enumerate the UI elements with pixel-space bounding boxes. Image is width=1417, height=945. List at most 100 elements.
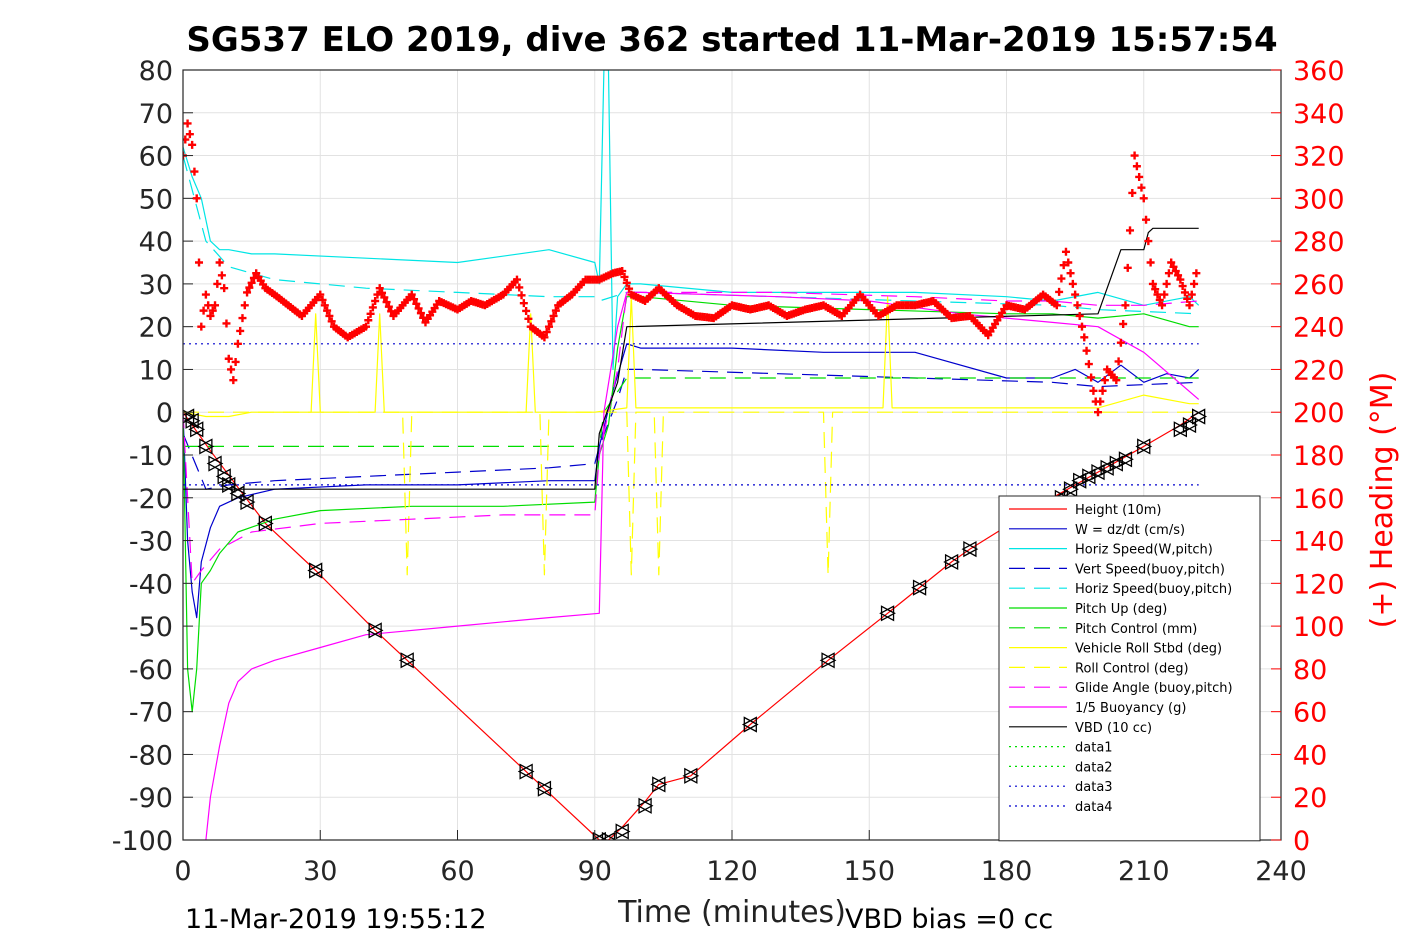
depth-marker-left [215,468,231,485]
heading-point [1148,279,1157,288]
heading-point [1098,386,1107,395]
heading-point [368,303,377,312]
legend-label-w-dz-dt-cm-s: W = dz/dt (cm/s) [1075,523,1185,538]
depth-marker [1089,464,1107,481]
depth-marker-left [1089,464,1105,481]
heading-point [229,376,238,385]
heading-point [243,288,252,297]
depth-marker-left [366,622,382,639]
y2-tick-label: 20 [1293,783,1327,814]
depth-marker-left [819,652,835,669]
depth-marker-left [1098,459,1114,476]
heading-point [1084,360,1093,369]
heading-point [220,284,229,293]
depth-marker [911,579,928,596]
series-vert-speed-buoy-pitch [183,368,1199,490]
y2-tick-label: 260 [1293,270,1345,301]
depth-marker [613,823,631,840]
heading-point [217,271,226,280]
depth-marker-left [961,541,977,558]
heading-point [412,299,421,308]
legend-label-pitch-control-mm: Pitch Control (mm) [1075,622,1197,637]
y-tick-label: 70 [139,99,173,130]
series-horiz-speed-w-pitch [183,70,1200,370]
heading-point [1116,338,1125,347]
heading-point [1087,373,1096,382]
heading-point [362,322,370,331]
heading-point [1144,237,1153,246]
heading-point [1178,282,1187,291]
heading-point [1082,346,1091,355]
y2-tick-label: 220 [1293,355,1345,386]
legend: Height (10m) W = dz/dt (cm/s) Horiz Speed(… [998,495,1261,842]
heading-point [1153,290,1162,299]
depth-marker-left [911,579,927,596]
depth-marker [188,421,206,438]
heading-point [1139,194,1148,203]
y2-tick-label: 320 [1293,142,1345,173]
depth-marker-left [682,767,698,784]
heading-point [188,140,197,149]
heading-point [540,333,549,342]
heading-point [1073,301,1082,310]
y-tick-label: -20 [129,484,173,515]
heading-point [1167,258,1176,267]
heading-point [224,354,233,363]
heading-point [215,258,224,267]
legend-label-pitch-up-deg: Pitch Up (deg) [1075,602,1167,617]
heading-point [542,328,551,337]
depth-marker-left [1107,455,1123,472]
legend-label-data3: data3 [1075,780,1113,795]
heading-point [1142,215,1151,224]
depth-marker-left [1062,481,1078,498]
heading-point [240,301,249,310]
x-tick-label: 90 [578,856,612,887]
heading-point [1164,269,1173,278]
x-tick-label: 210 [1118,856,1170,887]
heading-point [233,339,242,348]
heading-point [316,290,325,299]
footer-vbd-bias: VBD bias =0 cc [845,904,1053,935]
depth-marker [517,763,535,780]
depth-marker [682,767,700,784]
plot-area [183,70,1208,840]
depth-marker-left [636,797,652,814]
heading-point [1094,408,1102,417]
heading-point [1077,322,1086,331]
legend-label-height-10m: Height (10m) [1075,503,1161,518]
heading-point [1114,357,1123,366]
y2-tick-label: 160 [1293,484,1345,515]
heading-point [1183,294,1192,303]
depth-marker-left [183,412,199,429]
heading-point [1176,275,1185,284]
depth-marker-left [1071,472,1087,489]
heading-point [1055,287,1064,296]
depth-marker [636,797,654,814]
heading-point [208,306,217,315]
legend-label-vert-speed-buoy-pitch: Vert Speed(buoy,pitch) [1075,562,1225,577]
heading-point [238,314,247,323]
depth-marker [256,515,274,532]
depth-marker [1071,472,1089,489]
x-tick-label: 60 [440,856,474,887]
y2-tick-label: 0 [1293,826,1310,857]
depth-marker [536,780,553,797]
heading-point [1059,261,1068,270]
heading-point [414,304,423,313]
heading-point [1146,258,1155,267]
x-axis-label: Time (minutes) [617,895,846,930]
heading-point [1185,301,1194,310]
heading-point [211,301,220,310]
y-tick-label: -10 [129,441,173,472]
chart-title: SG537 ELO 2019, dive 362 started 11-Mar-… [186,20,1277,60]
heading-point [549,311,558,320]
heading-point [1180,288,1189,297]
heading-point [1128,188,1137,197]
heading-point [410,295,419,304]
heading-point [547,317,556,326]
legend-label-data4: data4 [1075,800,1113,815]
legend-label-vbd-10-cc: VBD (10 cc) [1075,721,1152,736]
depth-marker [650,776,668,793]
legend-label-vehicle-roll-stbd-deg: Vehicle Roll Stbd (deg) [1075,642,1222,657]
